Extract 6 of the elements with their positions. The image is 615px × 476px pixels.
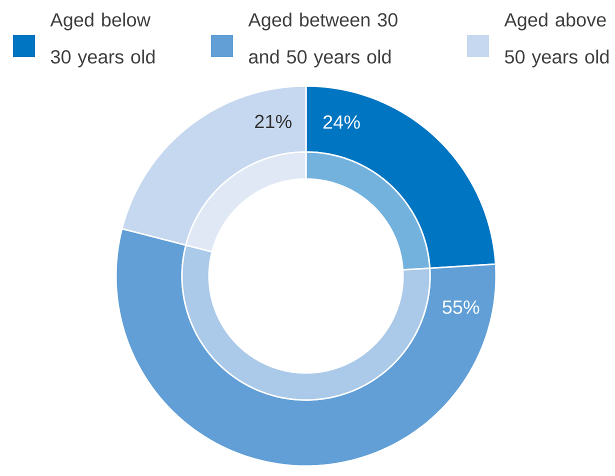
- legend-label: Aged below 30 years old: [50, 12, 155, 68]
- data-label: 21%: [255, 114, 292, 128]
- legend-label: Aged between 30 and 50 years old: [248, 12, 398, 68]
- legend-label: Aged above 50 years old: [504, 12, 609, 68]
- data-label: 24%: [323, 115, 360, 129]
- data-label: 55%: [442, 300, 480, 314]
